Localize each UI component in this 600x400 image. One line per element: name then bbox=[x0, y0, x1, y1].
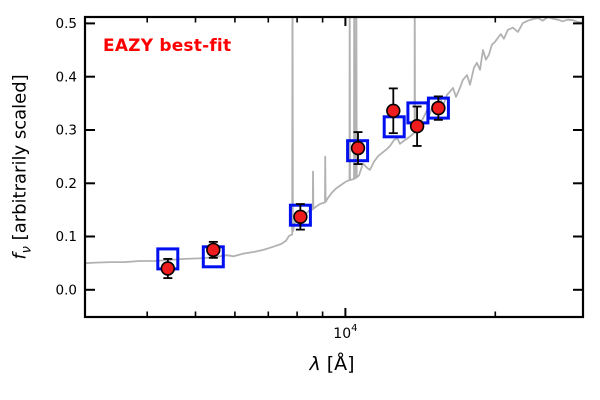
y-tick-label: 0.5 bbox=[56, 16, 77, 32]
y-tick-label: 0.0 bbox=[56, 283, 77, 299]
y-tick-label: 0.4 bbox=[56, 69, 77, 85]
y-axis-title: fν [arbitrarily scaled] bbox=[10, 74, 35, 259]
model-photometry-layer bbox=[156, 96, 450, 271]
x-axis-title: λ [Å] bbox=[309, 353, 354, 375]
observed-photometry-point bbox=[206, 242, 221, 258]
observed-photometry-point bbox=[350, 140, 366, 156]
y-axis-units: [arbitrarily scaled] bbox=[9, 74, 31, 247]
x-axis-symbol-lambda: λ bbox=[309, 353, 321, 375]
legend-eazy-best-fit: EAZY best-fit bbox=[103, 36, 231, 56]
x-tick-label: 104 bbox=[333, 323, 357, 342]
x-axis-units: [Å] bbox=[320, 353, 355, 375]
y-tick-label: 0.2 bbox=[56, 176, 77, 192]
y-axis-symbol-f: f bbox=[9, 253, 31, 260]
tick-layer: 104 0.0 0.1 0.2 0.3 0.4 0.5 bbox=[56, 16, 583, 342]
y-axis-symbol-nu: ν bbox=[19, 246, 35, 254]
observed-photometry-point bbox=[293, 209, 308, 225]
legend-label: EAZY best-fit bbox=[103, 36, 232, 56]
y-tick-label: 0.1 bbox=[56, 229, 77, 245]
bestfit-spectrum-line bbox=[85, 17, 583, 265]
observed-photometry-point bbox=[160, 261, 176, 276]
observed-photometry-point bbox=[409, 118, 425, 134]
plot-border bbox=[83, 15, 585, 319]
observed-photometry-point bbox=[431, 100, 446, 116]
y-tick-label: 0.3 bbox=[56, 123, 77, 139]
observed-photometry-point bbox=[386, 103, 401, 119]
observed-photometry-layer bbox=[160, 100, 446, 276]
